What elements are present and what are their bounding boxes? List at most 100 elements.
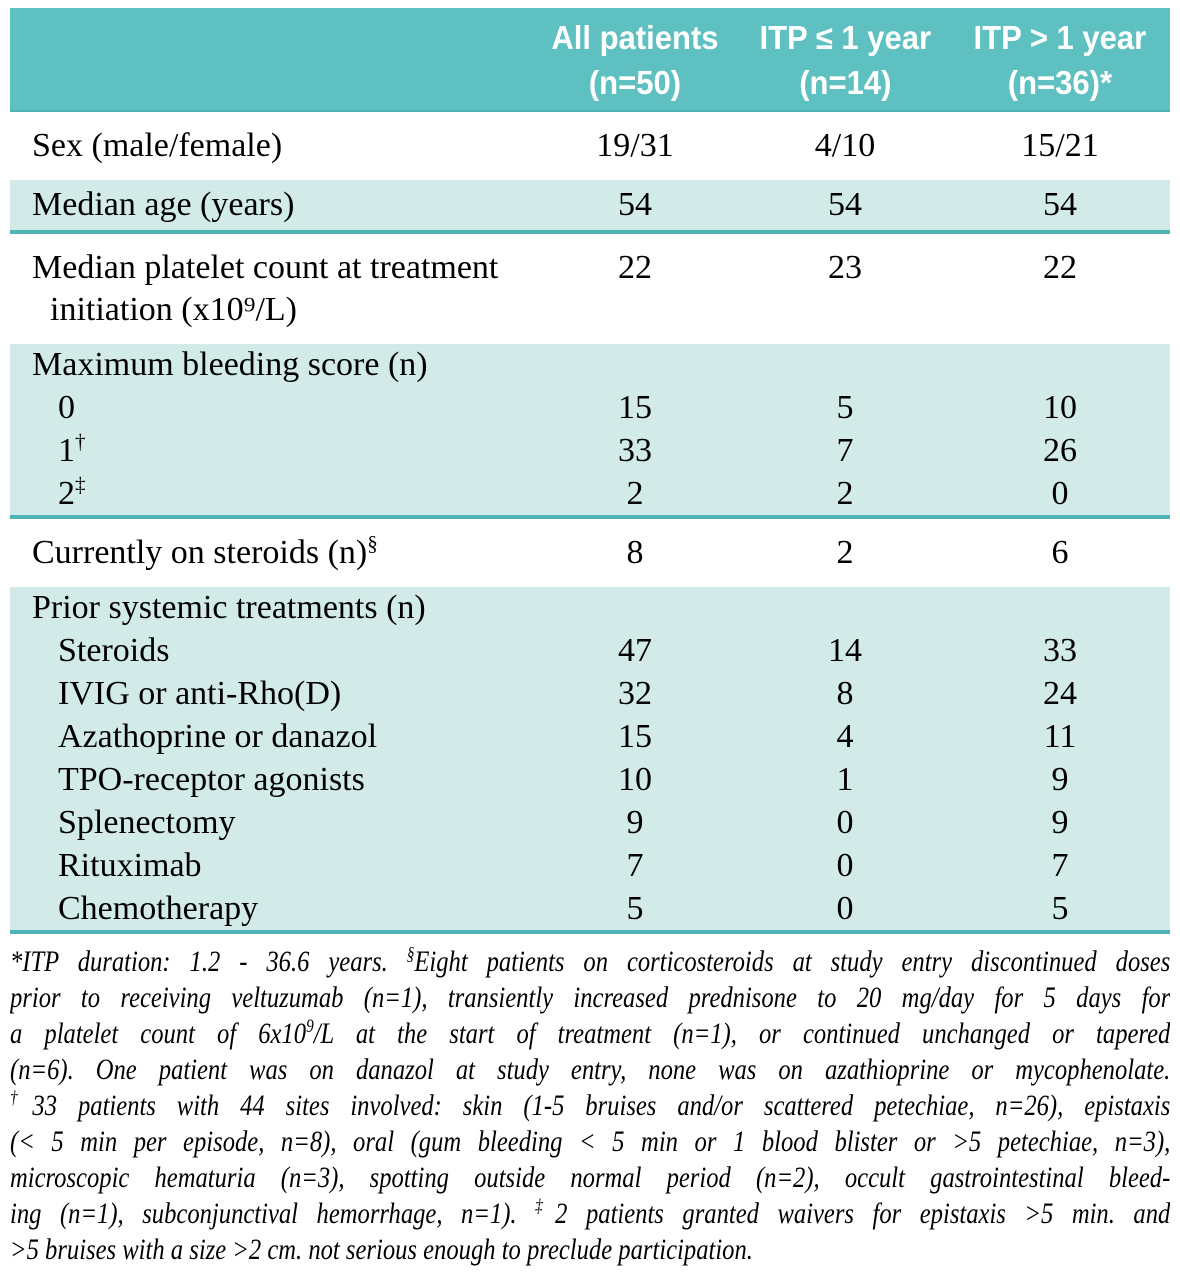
column-header-empty [10,15,530,105]
row-label: Splenectomy [58,804,236,841]
column-header-line2: (n=50) [588,64,682,101]
table-row: Currently on steroids (n)§ 8 2 6 [10,519,1170,587]
table-row: 0 15 5 10 [10,386,1170,429]
patient-characteristics-table-page: All patients (n=50) ITP ≤ 1 year (n=14) … [10,8,1170,1268]
row-value: 33 [618,432,652,469]
row-label: 0 [58,389,75,426]
row-value: 10 [1043,389,1077,426]
table-row: 2‡ 2 2 0 [10,472,1170,519]
column-header-itp-le-1-year: ITP ≤ 1 year (n=14) [740,15,950,105]
row-label: Prior systemic treatments (n) [32,589,426,626]
row-value: 1 [836,761,854,798]
row-value: 4 [836,718,854,755]
row-value: 47 [618,632,652,669]
table-row: Median age (years) 54 54 54 [10,180,1170,234]
column-header-text: ITP ≤ 1 year (n=14) [759,15,931,105]
table-row: TPO-receptor agonists 10 1 9 [10,758,1170,801]
footnote-line: ing (n=1), subconjunctival hemorrhage, n… [10,1196,1170,1230]
patient-characteristics-table: All patients (n=50) ITP ≤ 1 year (n=14) … [10,8,1170,934]
row-value: 2 [626,475,644,512]
footnote-line: (< 5 min per episode, n=8), oral (gum bl… [10,1125,1170,1158]
row-label: Sex (male/female) [32,127,283,164]
row-value: 22 [1043,249,1077,286]
row-label: 2‡ [58,472,86,512]
row-value: 9 [626,804,644,841]
table-row: Median platelet count at treatment initia… [10,234,1170,344]
row-value: 5 [836,389,854,426]
footnote-marker: † [75,429,86,454]
row-value: 14 [828,632,862,669]
column-header-line2: (n=36)* [1007,64,1113,101]
row-value: 11 [1043,718,1077,755]
footnote-line: >5 bruises with a size >2 cm. not seriou… [10,1233,753,1266]
column-header-text: ITP > 1 year (n=36)* [974,15,1147,105]
section-header-row: Prior systemic treatments (n) [10,587,1170,629]
row-value: 2 [836,475,854,512]
row-value: 15 [618,718,652,755]
column-header-all-patients: All patients (n=50) [530,15,740,105]
table-row: Splenectomy 9 0 9 [10,801,1170,844]
row-value: 2 [836,534,854,571]
row-value: 54 [1043,186,1077,223]
row-value: 19/31 [596,127,674,164]
row-value: 15/21 [1021,127,1099,164]
row-label: Steroids [58,632,170,669]
row-value: 15 [618,389,652,426]
table-body: Sex (male/female) 19/31 4/10 15/21 Median ag… [10,112,1170,934]
row-value: 32 [618,675,652,712]
row-value: 8 [626,534,644,571]
column-header-itp-gt-1-year: ITP > 1 year (n=36)* [950,15,1170,105]
row-value: 0 [836,890,854,927]
row-label: Currently on steroids (n)§ [32,531,378,571]
row-label: Rituximab [58,847,202,884]
table-row: IVIG or anti-Rho(D) 32 8 24 [10,672,1170,715]
table-row: Azathoprine or danazol 15 4 11 [10,715,1170,758]
row-label: Chemotherapy [58,890,259,927]
row-value: 7 [836,432,854,469]
footnote: *ITP duration: 1.2 - 36.6 years. §Eight … [10,944,1170,1268]
row-value: 24 [1043,675,1077,712]
column-header-line2: (n=14) [798,64,892,101]
footnote-line: †33 patients with 44 sites involved: ski… [10,1088,1170,1122]
column-header-line1: All patients [551,19,719,56]
row-label: TPO-receptor agonists [58,761,365,798]
table-header-row: All patients (n=50) ITP ≤ 1 year (n=14) … [10,8,1170,112]
row-value: 54 [828,186,862,223]
table-row: 1† 33 7 26 [10,429,1170,472]
row-value: 6 [1051,534,1069,571]
column-header-line1: ITP > 1 year [973,19,1147,56]
row-label: Median age (years) [32,186,295,223]
row-value: 5 [1051,890,1069,927]
table-row: Steroids 47 14 33 [10,629,1170,672]
row-value: 4/10 [814,127,876,164]
row-value: 22 [618,249,652,286]
footnote-line: (n=6). One patient was on danazol at stu… [10,1053,1170,1086]
row-value: 26 [1043,432,1077,469]
row-value: 33 [1043,632,1077,669]
footnote-line: *ITP duration: 1.2 - 36.6 years. §Eight … [10,944,1170,978]
row-label: Azathoprine or danazol [58,718,378,755]
row-value: 5 [626,890,644,927]
section-header-row: Maximum bleeding score (n) [10,344,1170,386]
footnote-line: microscopic hematuria (n=3), spotting ou… [10,1161,1170,1194]
row-value: 10 [618,761,652,798]
row-value: 54 [618,186,652,223]
footnote-marker: § [367,531,378,556]
row-value: 9 [1051,761,1069,798]
row-label: IVIG or anti-Rho(D) [58,675,342,712]
footnote-lines: *ITP duration: 1.2 - 36.6 years. §Eight … [10,944,1170,1268]
table-row: Sex (male/female) 19/31 4/10 15/21 [10,112,1170,180]
row-value: 0 [1051,475,1069,512]
column-header-text: All patients (n=50) [551,15,718,105]
footnote-marker: ‡ [75,472,86,497]
row-label: Median platelet count at treatment initia… [32,249,499,328]
row-label: Maximum bleeding score (n) [32,346,428,383]
row-label: 1† [58,429,86,469]
table-row: Chemotherapy 5 0 5 [10,887,1170,934]
row-value: 8 [836,675,854,712]
row-value: 7 [626,847,644,884]
row-value: 23 [828,249,862,286]
row-value: 7 [1051,847,1069,884]
row-value: 9 [1051,804,1069,841]
row-value: 0 [836,847,854,884]
